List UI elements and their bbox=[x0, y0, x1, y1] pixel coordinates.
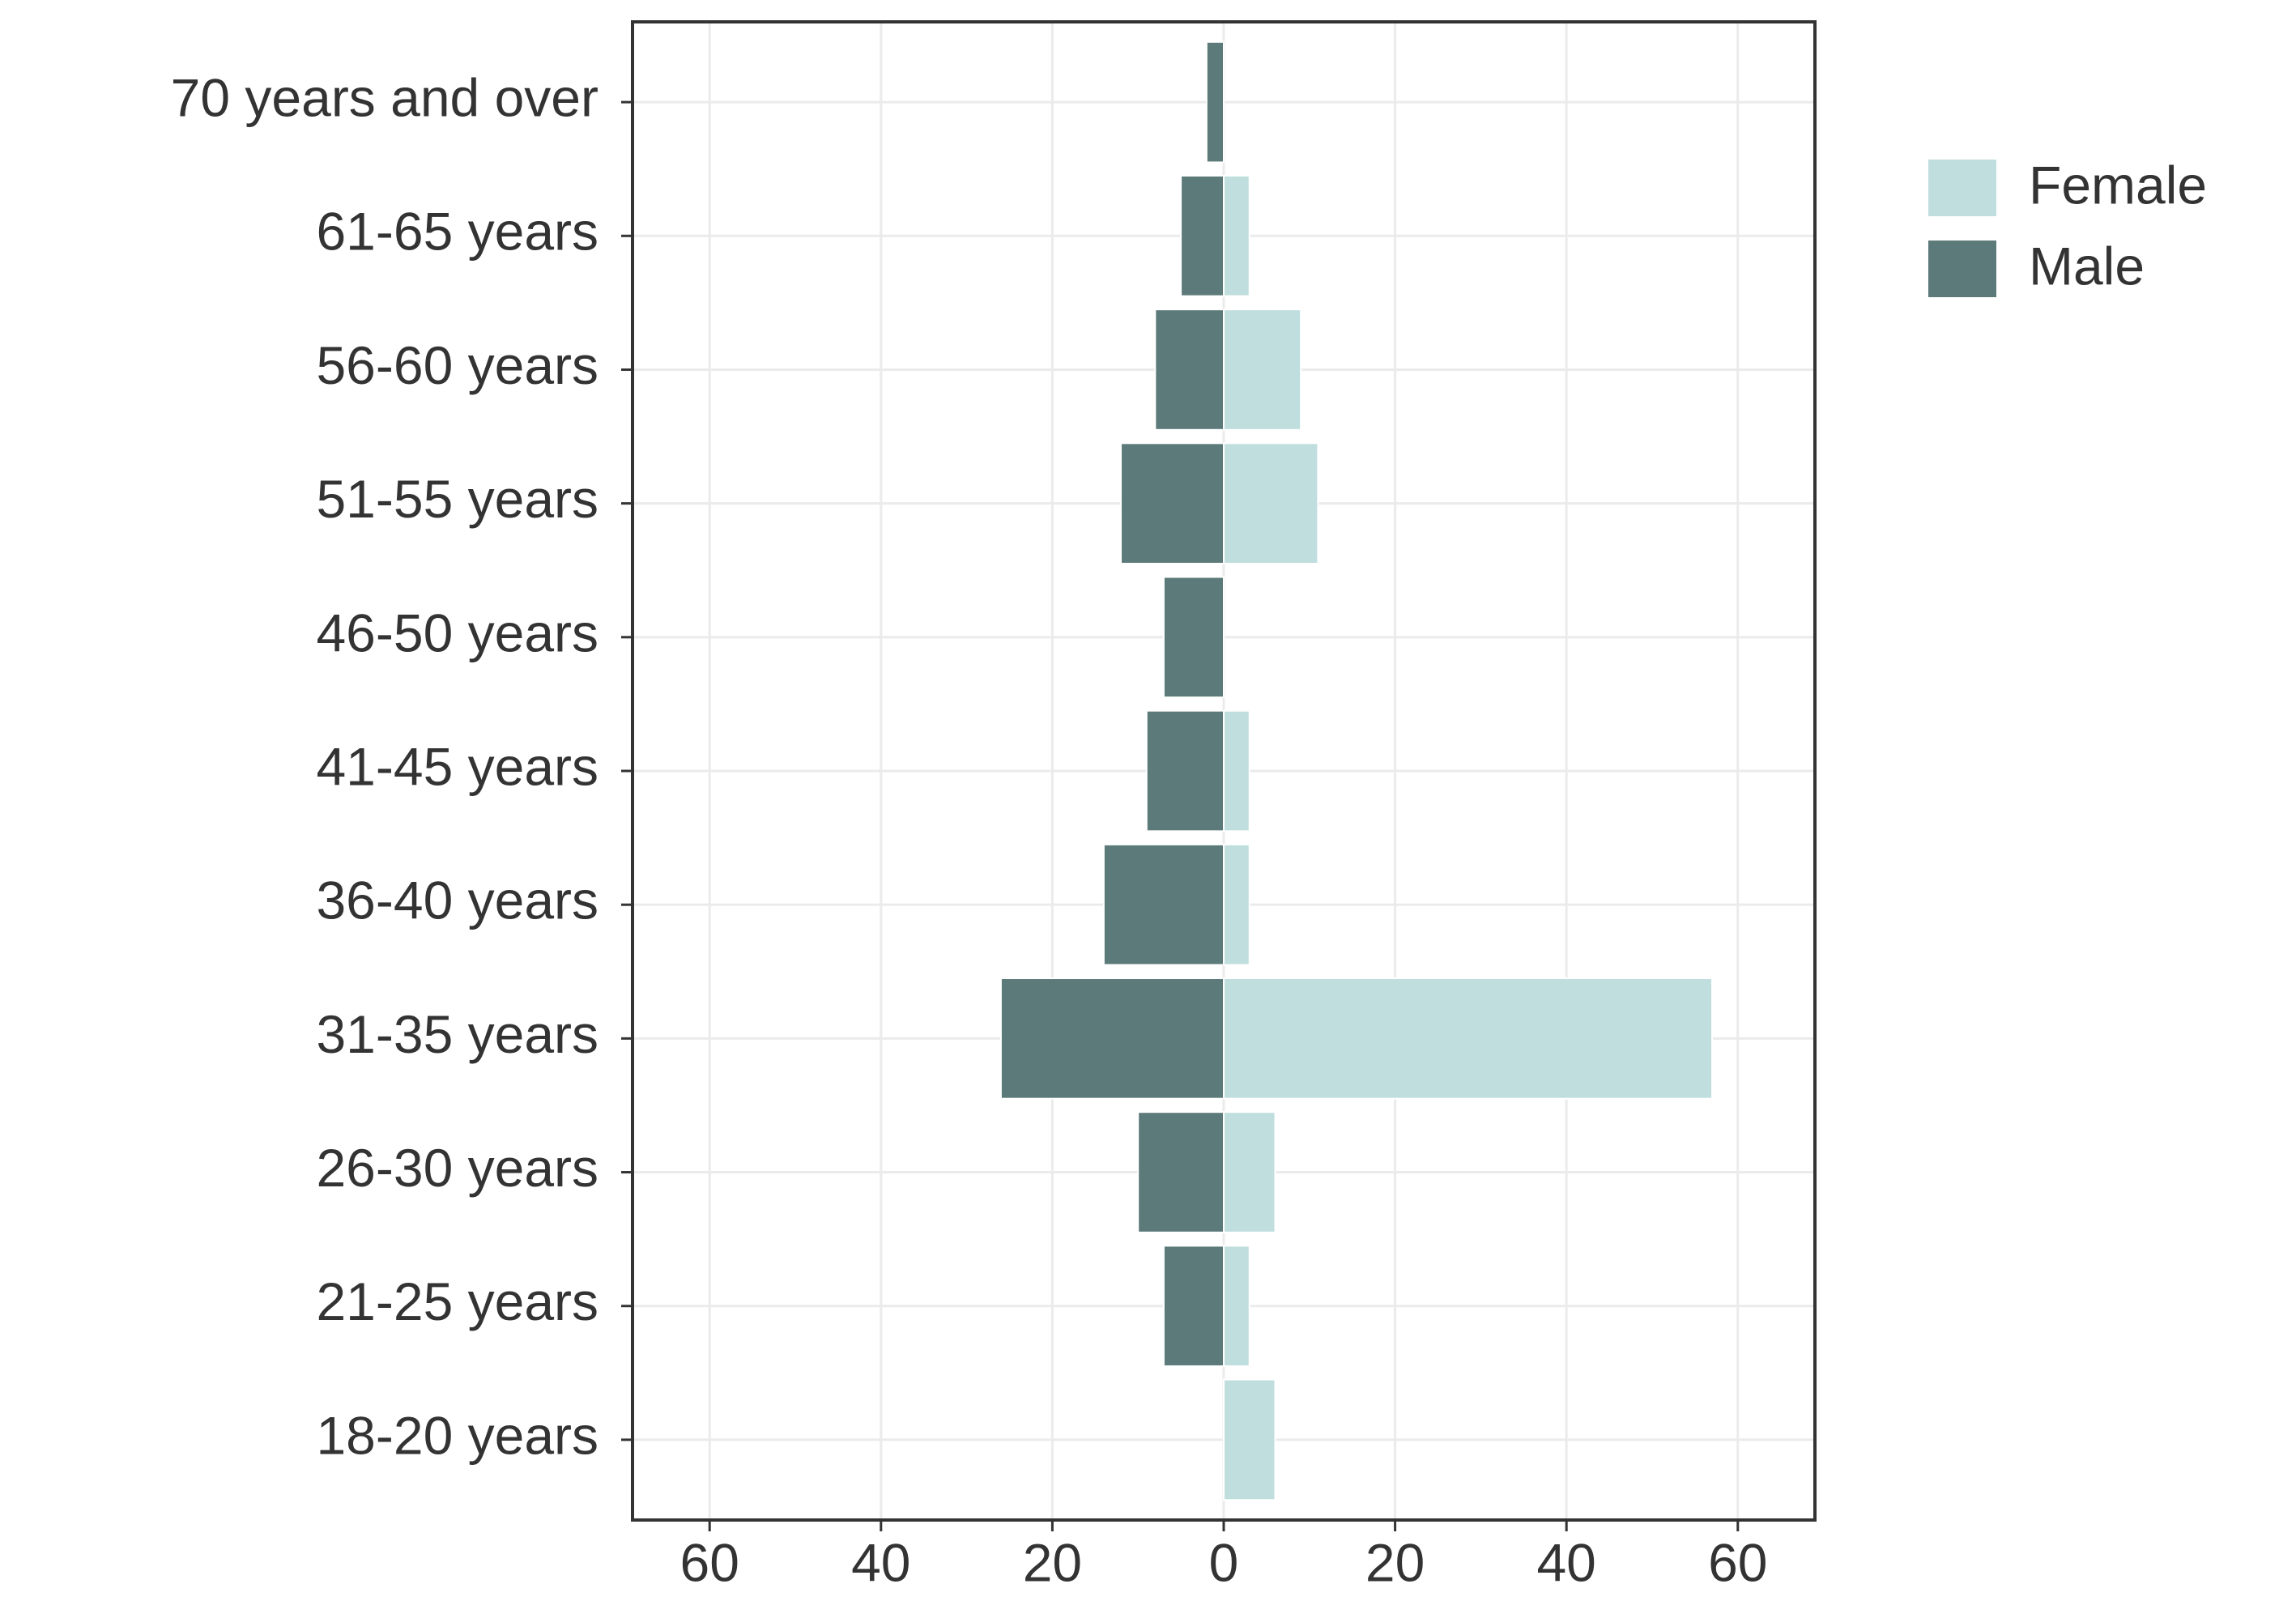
y-tick-label: 61-65 years bbox=[316, 202, 598, 262]
x-tick-label: 60 bbox=[1708, 1532, 1767, 1592]
bar bbox=[1223, 174, 1250, 297]
bar bbox=[1162, 1245, 1225, 1368]
bar bbox=[1137, 1111, 1225, 1233]
bar bbox=[1162, 576, 1225, 699]
bar bbox=[1180, 174, 1225, 297]
bar bbox=[1145, 709, 1225, 832]
y-tick-label: 31-35 years bbox=[316, 1004, 598, 1064]
y-tick-label: 70 years and over bbox=[171, 68, 598, 128]
legend-swatch bbox=[1927, 239, 1998, 299]
bar bbox=[999, 977, 1225, 1100]
bar bbox=[1223, 843, 1250, 966]
y-tick-label: 56-60 years bbox=[316, 335, 598, 395]
legend-swatch bbox=[1927, 158, 1998, 218]
bar bbox=[1223, 709, 1250, 832]
x-tick-label: 60 bbox=[680, 1532, 739, 1592]
y-tick-label: 18-20 years bbox=[316, 1405, 598, 1465]
y-tick-label: 26-30 years bbox=[316, 1138, 598, 1198]
x-tick-label: 0 bbox=[1209, 1532, 1239, 1592]
legend-label: Female bbox=[2029, 155, 2207, 215]
legend-label: Male bbox=[2029, 236, 2145, 296]
y-tick-label: 21-25 years bbox=[316, 1271, 598, 1331]
bar bbox=[1223, 1245, 1250, 1368]
bar bbox=[1223, 1378, 1276, 1501]
bar bbox=[1223, 977, 1714, 1100]
x-tick-label: 20 bbox=[1023, 1532, 1082, 1592]
x-tick-label: 20 bbox=[1365, 1532, 1425, 1592]
bar bbox=[1120, 442, 1225, 564]
bar bbox=[1223, 442, 1319, 564]
bar bbox=[1223, 1111, 1276, 1233]
bar bbox=[1223, 309, 1302, 431]
y-tick-label: 36-40 years bbox=[316, 871, 598, 930]
x-tick-label: 40 bbox=[851, 1532, 910, 1592]
y-tick-label: 41-45 years bbox=[316, 736, 598, 796]
bar bbox=[1154, 309, 1225, 431]
x-tick-label: 40 bbox=[1536, 1532, 1595, 1592]
y-tick-label: 46-50 years bbox=[316, 603, 598, 662]
y-tick-label: 51-55 years bbox=[316, 469, 598, 529]
bar bbox=[1102, 843, 1225, 966]
bar bbox=[1205, 40, 1225, 164]
